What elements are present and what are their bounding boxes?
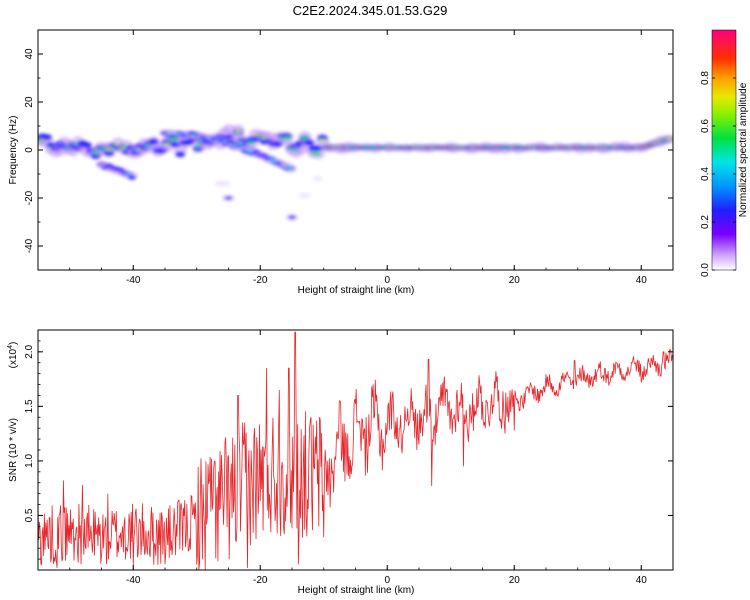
spectrogram-x-tick-label: 40 xyxy=(636,275,648,286)
spectrogram-y-axis-title: Frequency (Hz) xyxy=(8,116,19,185)
snr-x-axis-title: Height of straight line (km) xyxy=(298,585,415,596)
spectrogram-axes: -40 -20 0 20 40 -40 -20 0 20 40 xyxy=(24,29,674,286)
colorbar: 0.0 0.2 0.4 0.6 0.8 Normalized spectral ampl… xyxy=(700,29,749,277)
spectrogram-x-tick-label: -40 xyxy=(126,275,141,286)
colorbar-tick-label: 0.8 xyxy=(700,71,711,85)
snr-y-tick-label: 1.5 xyxy=(24,399,35,413)
spectrogram-blob xyxy=(282,136,291,140)
colorbar-tick-label: 0.6 xyxy=(700,119,711,133)
colorbar-tick-label: 0.0 xyxy=(700,263,711,277)
snr-y-axis-title: SNR (10 * v/v) xyxy=(8,418,19,482)
spectrogram-y-tick-label: -40 xyxy=(24,238,35,253)
spectrogram-blob xyxy=(214,180,231,187)
spectrogram-blob xyxy=(304,139,315,146)
spectrogram-blob xyxy=(225,196,232,200)
spectrogram-blob xyxy=(175,151,186,158)
snr-x-tick-label: 0 xyxy=(384,575,390,586)
colorbar-tick-label: 0.4 xyxy=(700,167,711,181)
snr-axes: -40 -20 0 20 40 0.5 1.0 1.5 2.0 xyxy=(24,330,674,586)
snr-series-line xyxy=(38,331,673,570)
spectrogram-blobs xyxy=(38,123,673,221)
colorbar-label: Normalized spectral amplitude xyxy=(738,82,749,217)
spectrogram-blob xyxy=(41,134,52,141)
spectrogram-x-tick-label: -20 xyxy=(253,275,268,286)
snr-x-tick-label: 20 xyxy=(509,575,521,586)
spectrogram-blob xyxy=(312,175,323,182)
spectrogram-blob xyxy=(127,175,136,180)
spectrogram-blob xyxy=(298,192,311,199)
spectrogram-panel: -40 -20 0 20 40 -40 -20 0 20 40 Height of straigh… xyxy=(8,29,674,296)
figure-title: C2E2.2024.345.01.53.G29 xyxy=(293,3,448,18)
spectrogram-y-tick-label: 0 xyxy=(24,147,35,153)
spectrogram-heatmap xyxy=(38,123,673,221)
spectrogram-y-tick-label: -20 xyxy=(24,190,35,205)
colorbar-tick-label: 0.2 xyxy=(700,215,711,229)
spectrogram-y-tick-label: 40 xyxy=(24,48,35,60)
spectrogram-y-tick-label: 20 xyxy=(24,96,35,108)
snr-panel: -40 -20 0 20 40 0.5 1.0 1.5 2.0 Height of straig… xyxy=(7,329,674,596)
colorbar-ticks: 0.0 0.2 0.4 0.6 0.8 xyxy=(700,71,736,277)
snr-y-tick-label: 1.0 xyxy=(24,454,35,468)
spectrogram-blob xyxy=(235,130,241,133)
spectrogram-blob xyxy=(287,167,294,171)
spectrogram-blob xyxy=(289,215,295,219)
spectrogram-blob xyxy=(665,137,673,141)
spectrogram-blob xyxy=(314,152,323,156)
snr-y-tick-label: 0.5 xyxy=(24,508,35,522)
snr-x-tick-label: -20 xyxy=(253,575,268,586)
snr-x-tick-label: 40 xyxy=(636,575,648,586)
snr-y-multiplier: (x104) xyxy=(7,342,19,369)
spectrogram-x-tick-label: 20 xyxy=(509,275,521,286)
colorbar-gradient xyxy=(711,29,737,271)
snr-y-tick-label: 2.0 xyxy=(24,344,35,358)
spectrogram-x-tick-label: 0 xyxy=(384,275,390,286)
spectrogram-x-axis-title: Height of straight line (km) xyxy=(298,285,415,296)
spectrogram-blob xyxy=(81,142,92,149)
snr-x-tick-label: -40 xyxy=(126,575,141,586)
spectrogram-blob xyxy=(247,140,256,145)
spectrogram-blob xyxy=(319,139,325,142)
